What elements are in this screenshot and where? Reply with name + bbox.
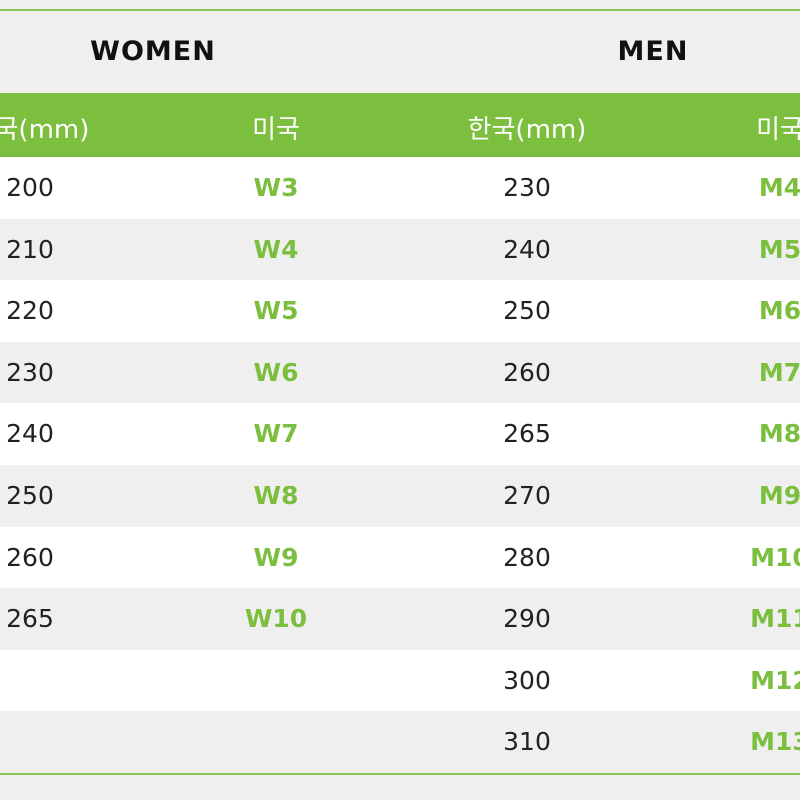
- us-size: M5: [758, 234, 800, 264]
- column-header: 미국: [756, 115, 800, 145]
- row-band: [0, 711, 800, 773]
- us-size: M6: [758, 296, 800, 326]
- length-mm: 260: [503, 357, 551, 387]
- length-mm: 250: [503, 296, 551, 326]
- us-size: M10: [750, 542, 800, 572]
- length-mm: 280: [503, 542, 551, 572]
- length-mm: 260: [6, 542, 54, 572]
- length-mm: 310: [503, 727, 551, 757]
- length-mm: 290: [503, 604, 551, 634]
- row-band: [0, 218, 800, 281]
- row-band: [0, 157, 800, 219]
- length-mm: 240: [6, 419, 54, 449]
- row-band: [0, 280, 800, 342]
- us-size: M9: [758, 481, 800, 510]
- length-mm: 210: [6, 234, 54, 264]
- row-band: [0, 649, 800, 712]
- us-size: M13: [750, 727, 800, 757]
- column-header: 한국(mm): [467, 115, 587, 145]
- length-mm: 230: [503, 173, 551, 202]
- us-size: W5: [253, 296, 299, 326]
- us-size: M11: [750, 604, 800, 634]
- group-header: MEN: [617, 36, 689, 67]
- us-size: W8: [253, 481, 299, 510]
- us-size: M12: [750, 665, 800, 695]
- row-band: [0, 465, 800, 527]
- length-mm: 230: [6, 357, 54, 387]
- length-mm: 300: [503, 665, 551, 695]
- us-size: W3: [253, 173, 299, 202]
- us-size: M4: [758, 173, 800, 202]
- subheader-band: [0, 93, 800, 157]
- top-rule: [0, 9, 800, 11]
- us-size: M8: [758, 419, 800, 449]
- us-size: W7: [253, 419, 299, 449]
- bottom-rule: [0, 773, 800, 775]
- us-size: W4: [253, 234, 299, 264]
- group-header: WOMEN: [90, 36, 216, 67]
- column-header: 한국(mm): [0, 115, 90, 145]
- length-mm: 240: [503, 234, 551, 264]
- us-size: W9: [253, 542, 299, 572]
- header-band: [0, 11, 800, 93]
- row-band: [0, 526, 800, 589]
- column-header: 미국: [252, 115, 300, 145]
- row-band: [0, 403, 800, 465]
- us-size: W10: [244, 604, 308, 634]
- row-band: [0, 341, 800, 404]
- length-mm: 265: [503, 419, 551, 449]
- us-size: W6: [253, 357, 299, 387]
- us-size: M7: [758, 357, 800, 387]
- length-mm: 220: [6, 296, 54, 326]
- row-band: [0, 588, 800, 650]
- length-mm: 265: [6, 604, 54, 634]
- length-mm: 250: [6, 481, 54, 510]
- length-mm: 200: [6, 173, 54, 202]
- length-mm: 270: [503, 481, 551, 510]
